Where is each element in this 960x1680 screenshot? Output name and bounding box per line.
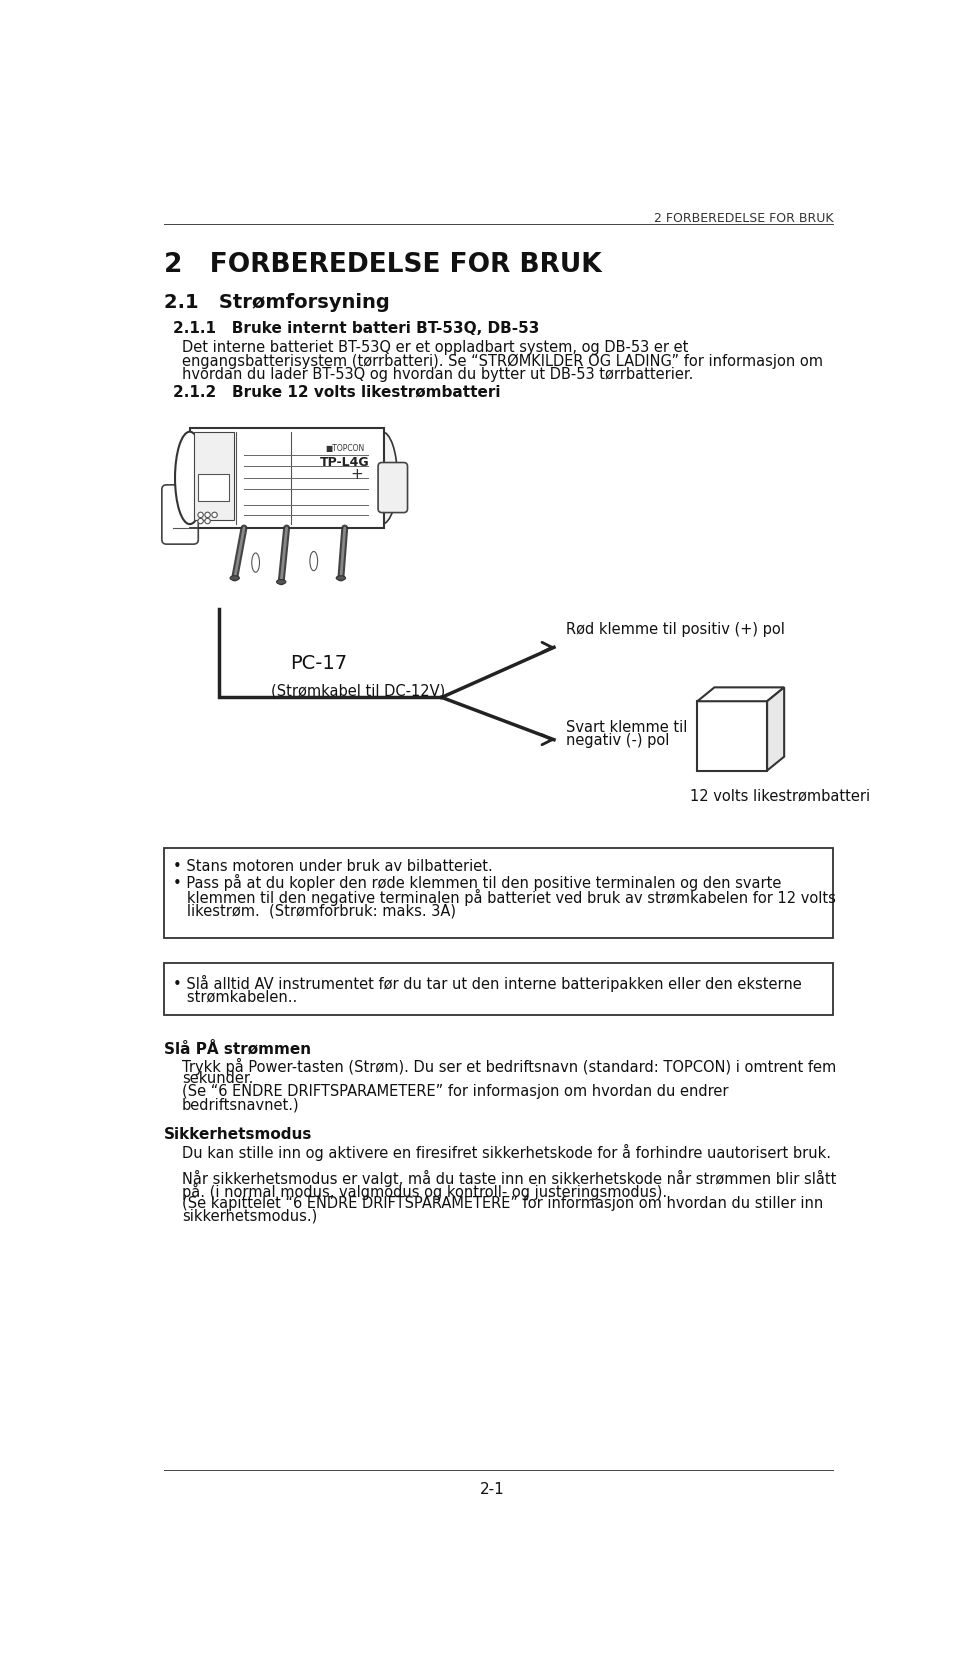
Text: Sikkerhetsmodus: Sikkerhetsmodus: [164, 1127, 313, 1142]
Text: • Slå alltid AV instrumentet før du tar ut den interne batteripakken eller den e: • Slå alltid AV instrumentet før du tar …: [174, 974, 803, 991]
Text: (Se “6 ENDRE DRIFTSPARAMETERE” for informasjon om hvordan du endrer: (Se “6 ENDRE DRIFTSPARAMETERE” for infor…: [182, 1084, 729, 1099]
Ellipse shape: [175, 432, 204, 524]
Text: 2 FORBEREDELSE FOR BRUK: 2 FORBEREDELSE FOR BRUK: [654, 212, 833, 225]
Ellipse shape: [367, 432, 397, 524]
Text: TP-L4G: TP-L4G: [320, 455, 370, 469]
Text: Svart klemme til: Svart klemme til: [565, 719, 687, 734]
Text: 2-1: 2-1: [480, 1482, 504, 1497]
Bar: [194, 432, 234, 521]
Text: sekunder.: sekunder.: [182, 1070, 253, 1085]
Ellipse shape: [230, 576, 239, 581]
FancyBboxPatch shape: [162, 486, 199, 544]
Text: Når sikkerhetsmodus er valgt, må du taste inn en sikkerhetskode når strømmen bli: Når sikkerhetsmodus er valgt, må du tast…: [182, 1169, 836, 1186]
Text: 2   FORBEREDELSE FOR BRUK: 2 FORBEREDELSE FOR BRUK: [164, 252, 602, 277]
Text: Rød klemme til positiv (+) pol: Rød klemme til positiv (+) pol: [565, 622, 784, 637]
Bar: [164, 848, 833, 939]
FancyBboxPatch shape: [378, 464, 408, 514]
Text: 2.1   Strømforsyning: 2.1 Strømforsyning: [164, 292, 390, 311]
Text: (Se kapittelet “6 ENDRE DRIFTSPARAMETERE” for informasjon om hvordan du stiller : (Se kapittelet “6 ENDRE DRIFTSPARAMETERE…: [182, 1194, 824, 1210]
Text: • Stans motoren under bruk av bilbatteriet.: • Stans motoren under bruk av bilbatteri…: [174, 858, 493, 874]
Text: hvordan du lader BT-53Q og hvordan du bytter ut DB-53 tørrbatterier.: hvordan du lader BT-53Q og hvordan du by…: [182, 366, 693, 381]
Ellipse shape: [276, 580, 286, 585]
Ellipse shape: [252, 554, 259, 573]
Text: engangsbatterisystem (tørrbatteri). Se “STRØMKILDER OG LADING” for informasjon o: engangsbatterisystem (tørrbatteri). Se “…: [182, 353, 823, 368]
Circle shape: [204, 512, 210, 517]
Circle shape: [204, 519, 210, 524]
Ellipse shape: [336, 576, 346, 581]
Text: klemmen til den negative terminalen på batteriet ved bruk av strømkabelen for 12: klemmen til den negative terminalen på b…: [174, 889, 836, 906]
Text: PC-17: PC-17: [291, 654, 348, 672]
Text: (Strømkabel til DC-12V): (Strømkabel til DC-12V): [271, 682, 445, 697]
Text: • Pass på at du kopler den røde klemmen til den positive terminalen og den svart: • Pass på at du kopler den røde klemmen …: [174, 874, 781, 890]
Text: sikkerhetsmodus.): sikkerhetsmodus.): [182, 1208, 317, 1223]
Bar: [164, 963, 833, 1016]
Circle shape: [198, 512, 204, 517]
Ellipse shape: [310, 553, 318, 571]
Polygon shape: [697, 687, 784, 702]
Text: likestrøm.  (Strømforbruk: maks. 3A): likestrøm. (Strømforbruk: maks. 3A): [174, 902, 456, 917]
Circle shape: [198, 519, 204, 524]
Bar: [198, 475, 228, 502]
Text: på. (i normal modus, valgmodus og kontroll- og justeringsmodus).: på. (i normal modus, valgmodus og kontro…: [182, 1183, 667, 1200]
Text: Slå PÅ strømmen: Slå PÅ strømmen: [164, 1040, 311, 1057]
Circle shape: [212, 512, 217, 517]
Text: Du kan stille inn og aktivere en firesifret sikkerhetskode for å forhindre uauto: Du kan stille inn og aktivere en firesif…: [182, 1144, 831, 1161]
Text: 2.1.2   Bruke 12 volts likestrømbatteri: 2.1.2 Bruke 12 volts likestrømbatteri: [173, 385, 500, 400]
Text: strømkabelen..: strømkabelen..: [174, 990, 298, 1005]
Bar: [697, 702, 767, 771]
Text: Det interne batteriet BT-53Q er et oppladbart system, og DB-53 er et: Det interne batteriet BT-53Q er et oppla…: [182, 339, 688, 354]
Text: bedriftsnavnet.): bedriftsnavnet.): [182, 1097, 300, 1112]
Text: ■TOPCON: ■TOPCON: [325, 444, 365, 454]
Text: 2.1.1   Bruke internt batteri BT-53Q, DB-53: 2.1.1 Bruke internt batteri BT-53Q, DB-5…: [173, 321, 540, 336]
Text: negativ (-) pol: negativ (-) pol: [565, 732, 669, 748]
Text: 12 volts likestrømbatteri: 12 volts likestrømbatteri: [689, 788, 870, 803]
Text: Trykk på Power-tasten (Strøm). Du ser et bedriftsnavn (standard: TOPCON) i omtre: Trykk på Power-tasten (Strøm). Du ser et…: [182, 1057, 836, 1074]
Polygon shape: [767, 687, 784, 771]
Text: +: +: [350, 467, 363, 482]
Bar: [190, 428, 383, 529]
